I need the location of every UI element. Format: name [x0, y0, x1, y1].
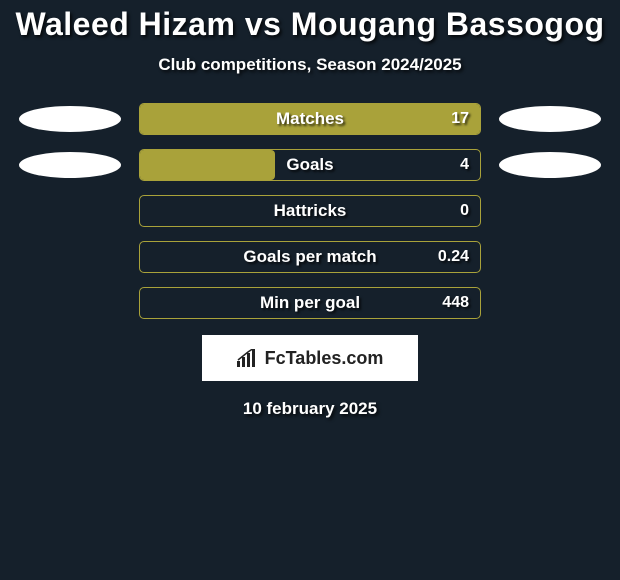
- bar-border: [139, 195, 481, 227]
- stat-row: Matches17: [0, 103, 620, 135]
- stat-bar: Matches17: [139, 103, 481, 135]
- stat-row: Goals4: [0, 149, 620, 181]
- player-right-marker: [499, 152, 601, 178]
- date-label: 10 february 2025: [0, 399, 620, 419]
- stat-bar: Hattricks0: [139, 195, 481, 227]
- stat-bar: Goals4: [139, 149, 481, 181]
- player-left-marker: [19, 152, 121, 178]
- stat-row: Goals per match0.24: [0, 241, 620, 273]
- brand-text: FcTables.com: [265, 348, 384, 369]
- player-right-marker: [499, 106, 601, 132]
- page-title: Waleed Hizam vs Mougang Bassogog: [0, 6, 620, 43]
- barchart-icon: [237, 349, 259, 367]
- stat-rows: Matches17 Goals4 Hattricks0 Goals per match…: [0, 103, 620, 319]
- stat-row: Min per goal448: [0, 287, 620, 319]
- bar-border: [139, 241, 481, 273]
- player-left-marker: [19, 106, 121, 132]
- comparison-infographic: Waleed Hizam vs Mougang Bassogog Club co…: [0, 0, 620, 580]
- stat-row: Hattricks0: [0, 195, 620, 227]
- brand-badge[interactable]: FcTables.com: [202, 335, 418, 381]
- stat-bar: Goals per match0.24: [139, 241, 481, 273]
- stat-bar: Min per goal448: [139, 287, 481, 319]
- bar-border: [139, 103, 481, 135]
- page-subtitle: Club competitions, Season 2024/2025: [0, 55, 620, 75]
- bar-border: [139, 149, 481, 181]
- bar-border: [139, 287, 481, 319]
